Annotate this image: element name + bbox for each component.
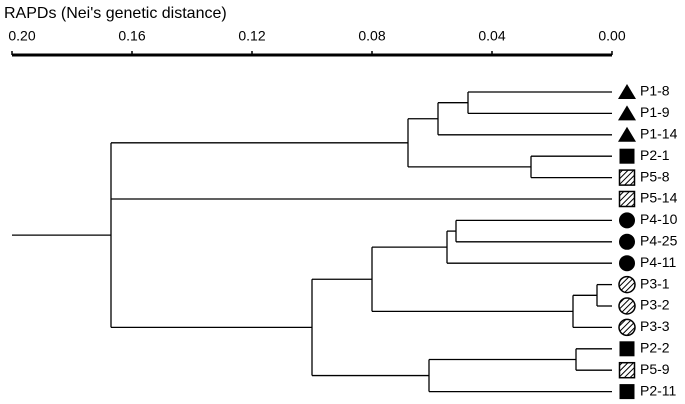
leaf-label: P2-11 <box>640 382 677 398</box>
leaf-marker <box>619 384 635 400</box>
leaf-marker <box>618 84 636 99</box>
leaf-label: P2-1 <box>640 147 670 163</box>
leaf-marker <box>618 105 636 121</box>
leaf-label: P3-2 <box>640 297 670 313</box>
leaf-label: P4-10 <box>640 211 678 227</box>
leaf-label: P4-11 <box>640 254 677 270</box>
leaf-marker <box>618 361 636 379</box>
leaf-label: P5-8 <box>640 168 670 184</box>
leaf-marker <box>619 212 635 229</box>
chart-title: RAPDs (Nei's genetic distance) <box>4 5 227 22</box>
x-tick-label: 0.00 <box>598 28 625 44</box>
leaf-marker <box>618 169 636 186</box>
leaf-label: P2-2 <box>640 340 670 356</box>
leaf-label: P5-9 <box>640 361 670 377</box>
leaf-marker <box>618 275 636 294</box>
leaf-marker <box>619 148 635 164</box>
leaf-marker <box>618 126 636 142</box>
leaf-label: P1-14 <box>640 126 678 142</box>
x-tick-label: 0.04 <box>478 28 505 44</box>
leaf-marker <box>619 255 635 272</box>
leaf-label: P3-1 <box>640 275 670 291</box>
leaf-marker <box>618 318 636 337</box>
x-tick-label: 0.16 <box>118 28 145 44</box>
x-tick-label: 0.08 <box>358 28 385 44</box>
leaf-marker <box>618 297 636 315</box>
leaf-label: P4-25 <box>640 233 678 249</box>
leaf-marker <box>619 341 635 357</box>
leaf-label: P3-3 <box>640 318 670 334</box>
leaf-marker <box>618 190 636 208</box>
leaf-label: P1-9 <box>640 104 670 120</box>
leaf-marker <box>619 233 635 250</box>
leaf-label: P5-14 <box>640 190 678 206</box>
x-tick-label: 0.12 <box>238 28 265 44</box>
leaf-label: P1-8 <box>640 83 670 99</box>
x-tick-label: 0.20 <box>8 28 35 44</box>
